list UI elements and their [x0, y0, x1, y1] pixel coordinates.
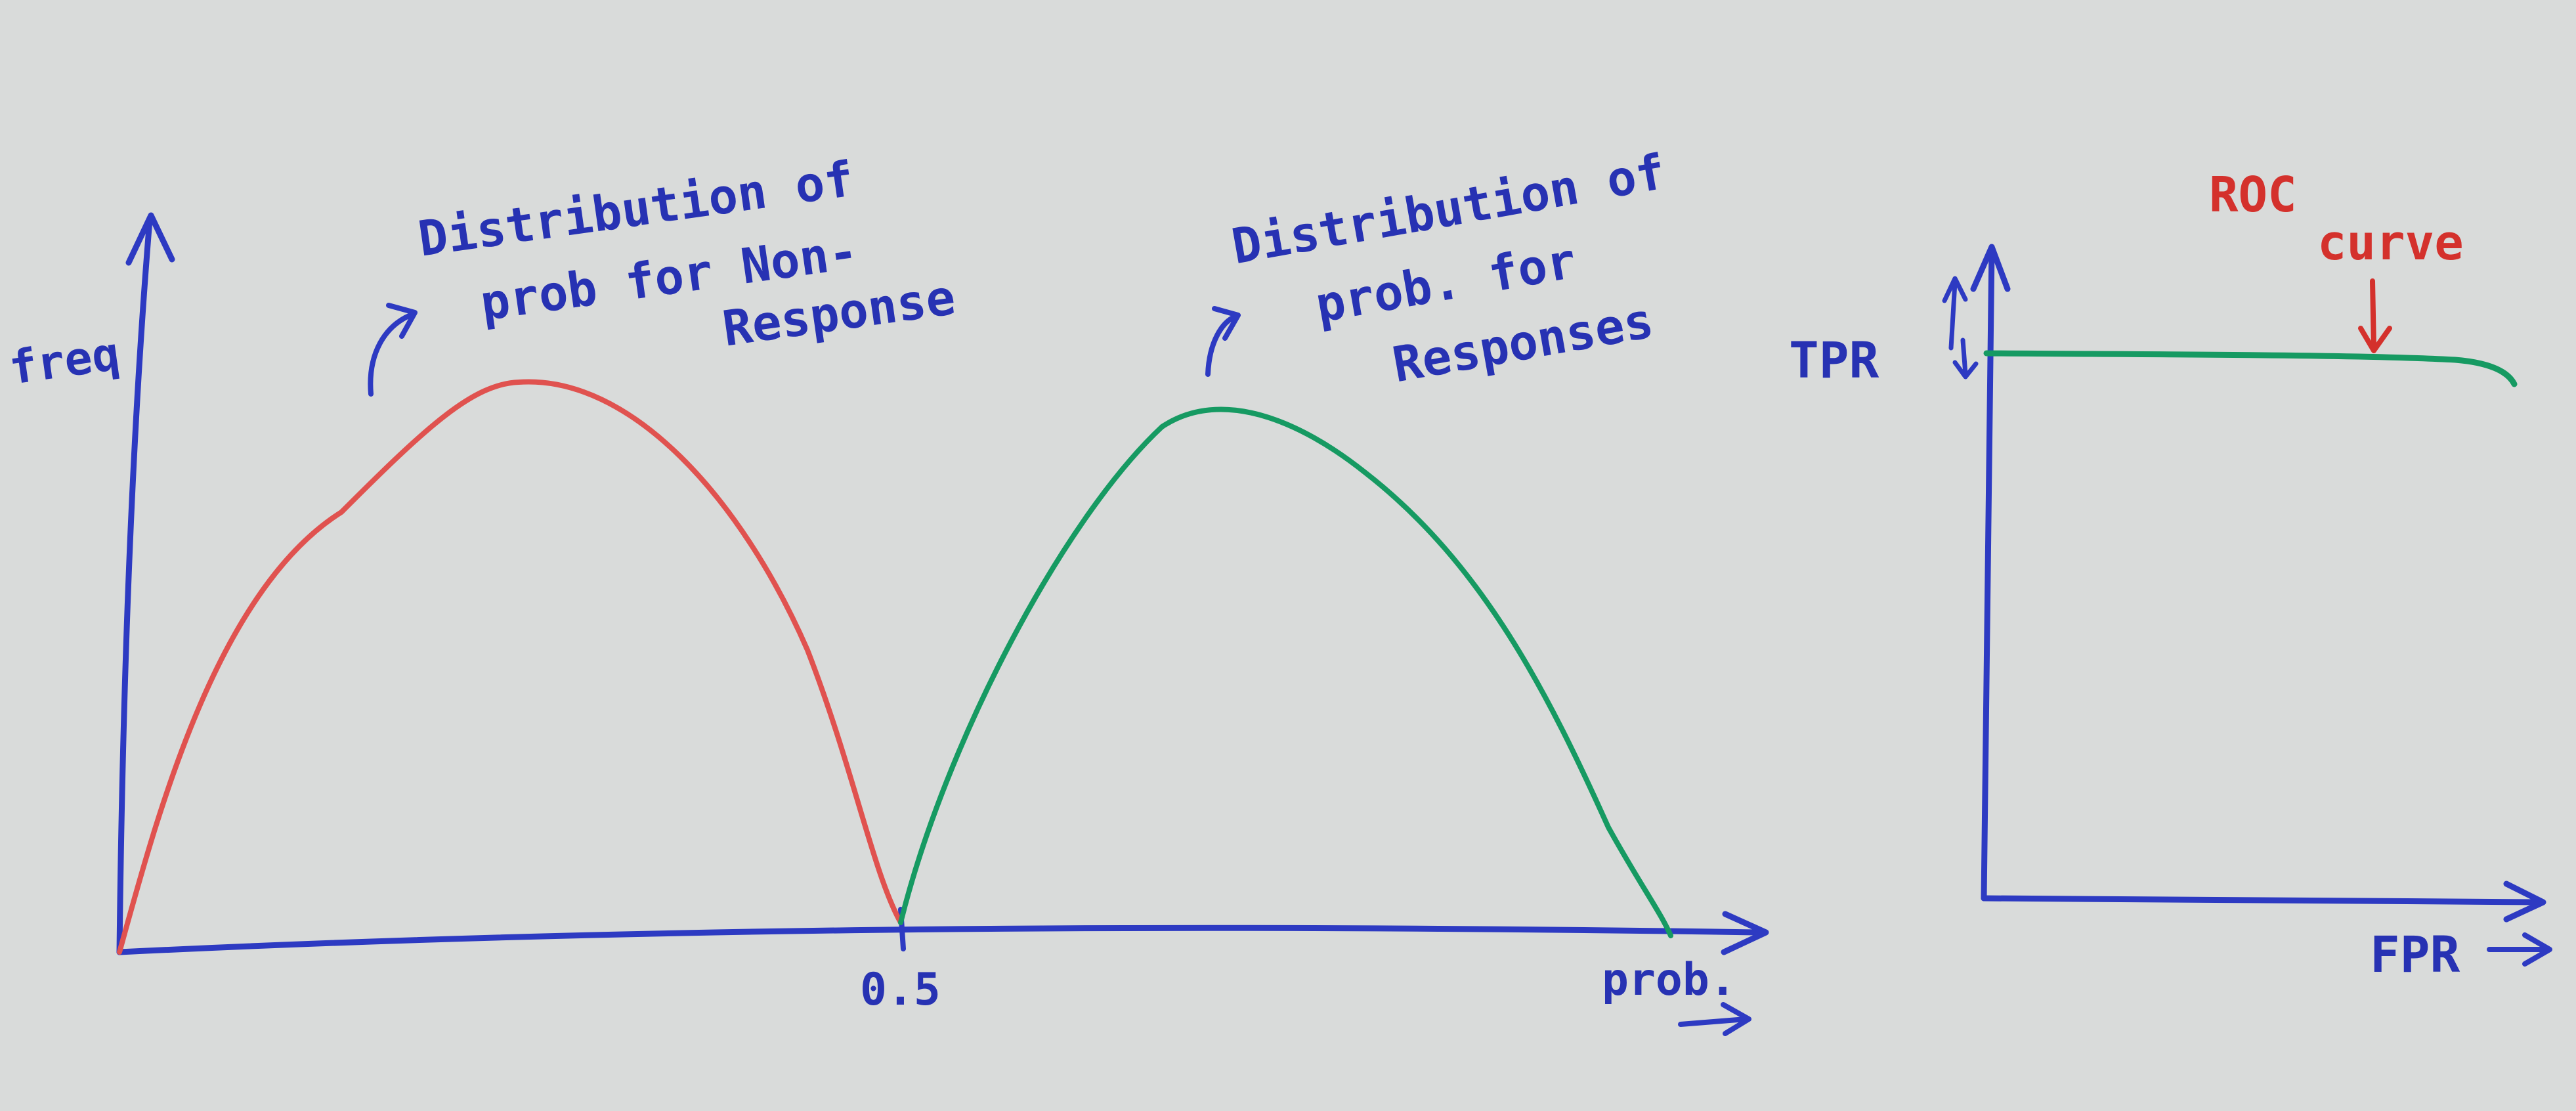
- fpr-axis-arrowhead: [2503, 881, 2546, 923]
- tpr-axis-label: TPR: [1789, 331, 1879, 389]
- response-curve: [898, 406, 1673, 938]
- tpr-down-arrowhead: [1952, 360, 1979, 380]
- fpr-axis-line: [1981, 895, 2544, 905]
- freq-axis-line: [116, 217, 153, 955]
- tpr-up-arrowhead: [1942, 276, 1968, 303]
- roc-curve: [1983, 350, 2518, 387]
- non-response-pointer-arrow: [368, 311, 416, 397]
- prob-axis-arrowhead: [1721, 911, 1769, 955]
- prob-axis-label: prob.: [1602, 954, 1736, 1006]
- roc-pointer-arrowhead: [2358, 326, 2392, 353]
- prob-direction-arrowhead: [1721, 1002, 1751, 1036]
- fpr-direction-arrowhead: [2522, 932, 2552, 967]
- tpr-down-arrow: [1960, 338, 1968, 377]
- tpr-up-arrow: [1948, 280, 1958, 351]
- prob-direction-arrow: [1678, 1016, 1749, 1027]
- tpr-axis-arrowhead: [1970, 244, 2011, 292]
- threshold-label: 0.5: [860, 964, 941, 1016]
- non-response-pointer-head: [386, 303, 418, 339]
- fpr-axis-label: FPR: [2370, 925, 2460, 984]
- roc-title-line-2: curve: [2317, 215, 2464, 271]
- freq-axis-arrowhead: [125, 212, 175, 266]
- roc-title-line-1: ROC: [2209, 167, 2297, 223]
- roc-pointer-arrow: [2370, 278, 2376, 351]
- non-response-curve: [117, 379, 903, 955]
- prob-axis-line: [116, 925, 1763, 955]
- response-pointer-arrow: [1205, 314, 1238, 377]
- response-pointer-head: [1212, 306, 1241, 341]
- roc-sketch: ROC curve TPR FPR: [1789, 167, 2552, 984]
- tpr-axis-line: [1981, 246, 1995, 902]
